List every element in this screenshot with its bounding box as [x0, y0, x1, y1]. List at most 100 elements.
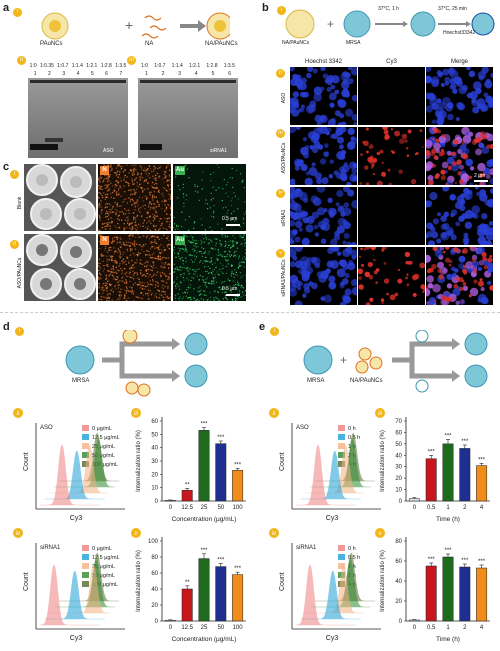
svg-text:v: v: [379, 531, 383, 537]
bar-3-xtick-3: 2: [463, 625, 467, 631]
c-row-roman-0: i: [10, 170, 19, 179]
gel-ii-ratio-row: 1:0 1:0.35 1:0.7 1:1.4 1:2.1 1:2.8 1:3.5: [29, 63, 127, 69]
e-reagent-label: NA/PAuNCs: [350, 378, 383, 384]
bar-2-sig-2: ***: [444, 433, 452, 439]
bar-3-sig-4: ***: [478, 559, 486, 565]
c-n-tag-0: N: [100, 166, 109, 175]
b-stain-label: Hoechst33342: [443, 30, 476, 36]
b-step2-label: 37°C, 25 min: [438, 6, 467, 12]
flow-e-ii-ylabel: Count: [279, 452, 286, 471]
flow-e-iv-tag: siRNA1: [296, 545, 317, 551]
flow-e-iv-legend-swatch-1: [338, 554, 345, 560]
d-cell-2: [184, 364, 208, 388]
bar-2-roman: iii: [375, 408, 385, 418]
b-row-roman-1: iii: [276, 129, 285, 138]
na-paunc-particle-icon: [206, 12, 230, 40]
bar-0-sig-4: ***: [234, 462, 242, 468]
flow-d-ii-legend-swatch-1: [82, 434, 89, 440]
d-schematic: [65, 330, 208, 397]
c-n-map-1: [98, 234, 171, 301]
flow-e-iv-histogram-0: [295, 564, 356, 626]
bar-1-xlabel: Concentration (μg/mL): [172, 636, 237, 643]
b-micro-hoechst-2: [290, 187, 357, 245]
bar-3-ylabel: Internalization ratio (%): [380, 550, 386, 612]
plus-sign-a: +: [125, 17, 133, 33]
bar-1-xtick-4: 100: [233, 625, 244, 631]
b-micro-merge-0: [426, 67, 493, 125]
panel-c-label: c: [3, 161, 10, 173]
bar-3-bar-0: [408, 619, 420, 622]
c-row-label-0: Blank: [17, 196, 23, 210]
svg-text:ii: ii: [17, 411, 20, 417]
bar-2-xtick-0: 0: [413, 505, 417, 511]
flow-d-ii-legend-3: 50 μg/mL: [92, 453, 115, 459]
b-micro-cy3-0: [358, 67, 425, 125]
bar-3-xtick-4: 4: [480, 625, 484, 631]
svg-text:iv: iv: [272, 531, 277, 537]
flow-d-iv-histogram-0: [39, 564, 100, 626]
flow-d-ii-xlabel: Cy3: [70, 515, 83, 522]
b-micro-cy3-3: [358, 247, 425, 305]
flow-d-iv-xlabel: Cy3: [70, 635, 83, 642]
flow-e-iv-ylabel: Count: [279, 572, 286, 591]
flow-e-iv-roman: iv: [269, 528, 279, 538]
bar-2-ytick-label-7: 70: [395, 419, 402, 425]
b-row-label-1: ASO/PAuNCs: [281, 142, 287, 174]
c-scale-bar-1: [226, 294, 240, 296]
bar-2-bar-2: [442, 443, 454, 502]
bar-3-xlabel: Time (h): [436, 636, 460, 643]
flow-d-iv-tag: siRNA1: [40, 545, 61, 551]
flow-d-iv-legend-swatch-0: [82, 545, 89, 551]
flow-e-iv-legend-1: 0.5 h: [348, 555, 360, 561]
bar-0-ytick-label-1: 10: [151, 486, 158, 492]
panel-d-label: d: [3, 321, 10, 333]
gel-iii-roman: iii: [127, 56, 136, 65]
flow-d-iv-legend-3: 50 μg/mL: [92, 573, 115, 579]
flow-d-iv-legend-2: 25 μg/mL: [92, 564, 115, 570]
flow-e-iv-legend-swatch-0: [338, 545, 345, 551]
bar-1-ytick-label-4: 80: [151, 555, 158, 561]
flow-d-iv-legend-swatch-3: [82, 572, 89, 578]
bar-1-xtick-3: 50: [217, 625, 224, 631]
b-col-hoechst: Hoechst 3342: [304, 59, 343, 65]
flow-d-ii-roman: ii: [13, 408, 23, 418]
flow-d-iv-histogram-3: [54, 558, 115, 608]
bar-0-ytick-label-0: 0: [155, 499, 159, 505]
bar-1-bar-1: [181, 588, 193, 622]
b-step1-label: 37°C, 1 h: [378, 6, 399, 12]
bar-0-xlabel: Concentration (μg/mL): [172, 516, 237, 523]
e-np-icon-2: [369, 356, 383, 370]
bar-0-sig-2: ***: [200, 422, 208, 428]
bar-1-ytick-label-5: 100: [148, 539, 159, 545]
flow-d-iv-legend-4: 100 μg/mL: [92, 582, 118, 588]
c-scale-label-1: 0.5 μm: [222, 286, 238, 292]
gel-ii-band-1: [30, 144, 58, 150]
flow-d-ii-legend-swatch-2: [82, 443, 89, 449]
flow-d-ii-tag: ASO: [40, 425, 53, 431]
d-cell-1: [184, 332, 208, 356]
bar-2-ylabel: Internalization ratio (%): [380, 430, 386, 492]
c-au-map-0: [173, 164, 246, 231]
bar-3-bar-4: [476, 567, 488, 622]
paunc-particle-icon: [41, 12, 69, 40]
svg-text:iii: iii: [134, 411, 139, 417]
bar-2-xtick-4: 4: [480, 505, 484, 511]
bar-2-xtick-2: 1: [446, 505, 450, 511]
na-paunc-label: NA/PAuNCs: [205, 41, 238, 47]
c-scale-bar-0: [226, 224, 240, 226]
e-clock-icon-2: [415, 379, 429, 393]
bar-2-ytick-label-4: 40: [395, 453, 402, 459]
bar-0-roman: iii: [131, 408, 141, 418]
bar-1-bar-4: [232, 574, 244, 622]
panel-a-roman-i: i: [13, 8, 22, 17]
flow-d-ii-legend-swatch-0: [82, 425, 89, 431]
bar-3-xtick-1: 0.5: [427, 625, 436, 631]
e-branch-arrows: [392, 341, 452, 379]
flow-d-iv-ylabel: Count: [23, 572, 30, 591]
bar-3-xtick-2: 1: [446, 625, 450, 631]
bar-0-bar-2: [198, 430, 210, 502]
na-strands-icon: [141, 15, 167, 39]
bar-1-sig-3: ***: [217, 557, 225, 563]
